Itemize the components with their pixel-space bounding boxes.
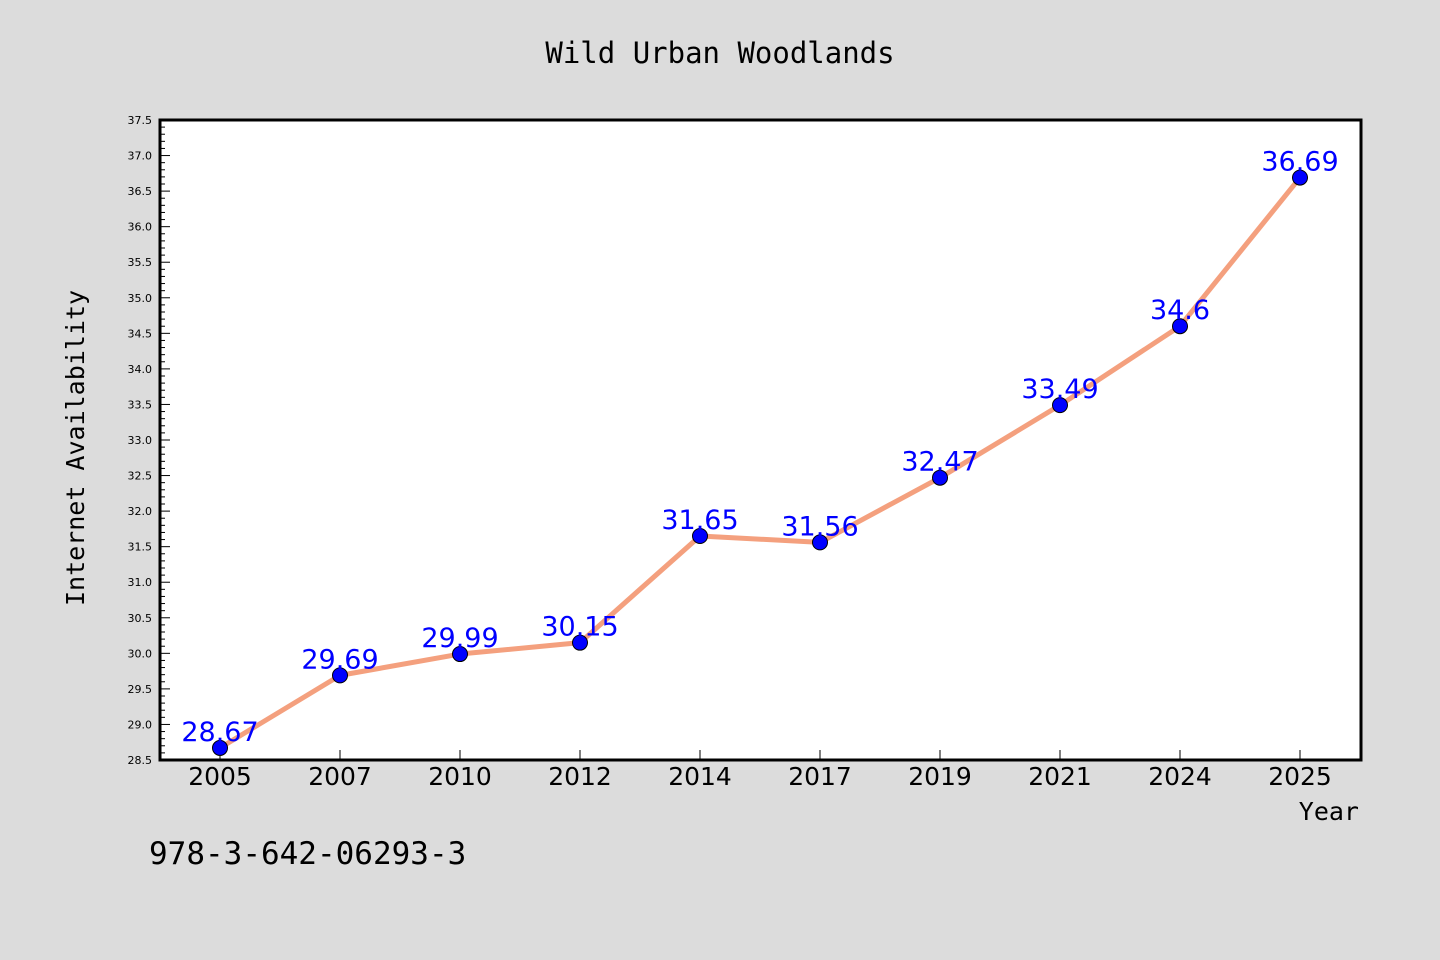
series: 28.67 29.69 29.99 30.15 31.65 31.56 32.47 33.49…	[181, 147, 1339, 756]
data-label: 29.69	[301, 644, 378, 675]
y-axis: 28.5 29.0 29.5 30.0 30.5 31.0 31.5 32.0 32.5 33.0…	[128, 114, 170, 767]
data-point	[572, 634, 588, 651]
data-point	[812, 534, 828, 551]
y-tick-label: 31.5	[128, 541, 153, 554]
x-tick-label: 2007	[308, 762, 372, 791]
x-tick-label: 2024	[1148, 762, 1212, 791]
x-tick-label: 2014	[668, 762, 732, 791]
data-label: 30.15	[541, 612, 618, 643]
data-point	[932, 469, 948, 486]
data-label: 36.69	[1261, 147, 1338, 178]
x-axis-label: Year	[1299, 797, 1359, 826]
y-tick-label: 34.5	[128, 327, 153, 340]
data-label: 31.65	[661, 505, 738, 536]
y-tick-label: 32.5	[128, 470, 153, 483]
x-tick-label: 2019	[908, 762, 972, 791]
data-label: 33.49	[1021, 374, 1098, 405]
y-tick-label: 33.5	[128, 398, 153, 411]
x-tick-label: 2017	[788, 762, 852, 791]
y-axis-label: Internet Availability	[61, 290, 90, 606]
y-tick-label: 37.5	[128, 114, 153, 127]
y-tick-label: 37.0	[128, 150, 153, 163]
y-tick-label: 30.5	[128, 612, 153, 625]
y-tick-label: 35.0	[128, 292, 153, 305]
data-label: 29.99	[421, 623, 498, 654]
data-label: 28.67	[181, 717, 258, 748]
x-axis: 2005 2007 2010 2012 2014 2017 2019 2021 2024 2025	[188, 750, 1332, 791]
data-point	[452, 646, 468, 663]
y-tick-label: 32.0	[128, 505, 153, 518]
y-tick-label: 34.0	[128, 363, 153, 376]
plot-area	[158, 118, 1363, 762]
data-label: 32.47	[901, 447, 978, 478]
x-tick-label: 2021	[1028, 762, 1092, 791]
y-tick-label: 29.5	[128, 683, 153, 696]
y-tick-label: 28.5	[128, 754, 153, 767]
data-point	[212, 739, 228, 756]
y-tick-label: 29.0	[128, 718, 153, 731]
x-tick-label: 2012	[548, 762, 612, 791]
x-tick-label: 2010	[428, 762, 492, 791]
data-point	[692, 528, 708, 544]
x-tick-label: 2005	[188, 762, 252, 791]
data-label: 34.6	[1150, 295, 1210, 326]
y-tick-label: 33.0	[128, 434, 153, 447]
series-line	[217, 175, 1303, 751]
y-tick-label: 30.0	[128, 647, 153, 660]
chart-title: Wild Urban Woodlands	[545, 36, 894, 70]
y-tick-label: 36.0	[128, 221, 153, 234]
data-label: 31.56	[781, 511, 858, 542]
data-point	[1172, 318, 1188, 335]
x-tick-label: 2025	[1268, 762, 1332, 791]
y-tick-label: 35.5	[128, 256, 153, 269]
data-point	[1052, 397, 1068, 414]
y-tick-label: 31.0	[128, 576, 153, 589]
y-tick-label: 36.5	[128, 185, 153, 198]
isbn-text: 978-3-642-06293-3	[149, 836, 466, 872]
data-point	[332, 667, 348, 684]
data-point	[1292, 169, 1308, 186]
